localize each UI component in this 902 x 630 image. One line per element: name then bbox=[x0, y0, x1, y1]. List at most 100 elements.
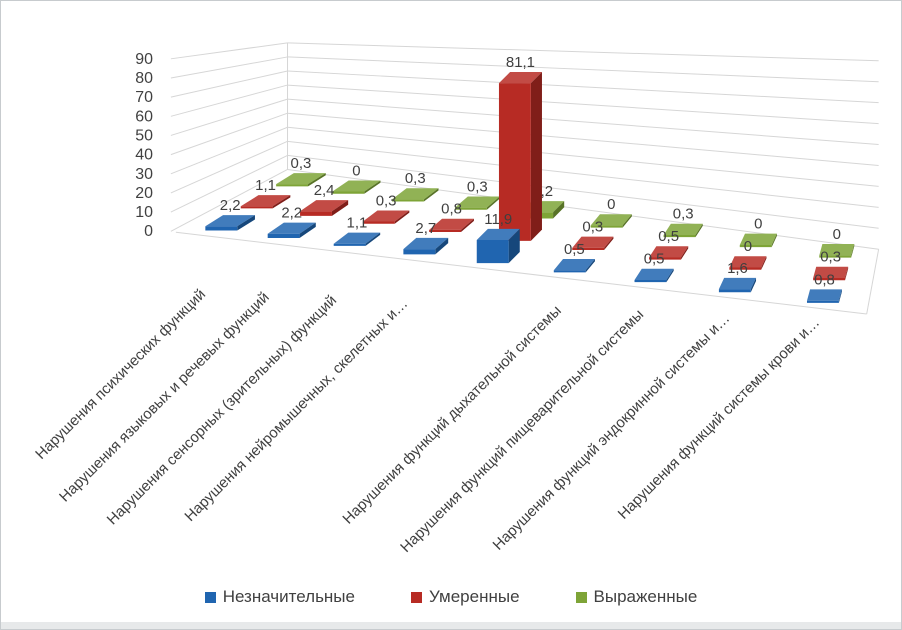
bar-side-face bbox=[461, 218, 474, 233]
gridline-backwall bbox=[287, 56, 879, 83]
data-label: 2,4 bbox=[314, 182, 335, 199]
bar-front-face bbox=[572, 247, 605, 251]
legend-item-umerennye: Умеренные bbox=[411, 587, 520, 607]
data-label: 0 bbox=[607, 196, 615, 213]
gridline-leftwall bbox=[170, 126, 288, 175]
bar-top-face bbox=[240, 195, 291, 207]
gridline-backwall bbox=[287, 42, 879, 62]
bar-top-face bbox=[332, 180, 381, 192]
bar-top-face bbox=[362, 210, 410, 222]
bar-front-face bbox=[634, 279, 667, 283]
category-label: Нарушения функций системы крови и… bbox=[615, 314, 824, 523]
bar-side-face bbox=[299, 222, 316, 238]
bar-side-face bbox=[423, 188, 439, 202]
legend-swatch-green bbox=[575, 591, 587, 603]
y-tick-label: 70 bbox=[135, 89, 153, 106]
bar-front-face bbox=[332, 191, 365, 194]
bar-front-face bbox=[739, 244, 772, 248]
bar-side-face bbox=[553, 201, 565, 219]
data-label: 2,7 bbox=[415, 220, 436, 237]
bar-front-face bbox=[590, 225, 623, 228]
bar-front-face bbox=[454, 207, 487, 210]
bar-top-face bbox=[663, 223, 703, 235]
gridline-backwall bbox=[287, 168, 879, 250]
bar-side-face bbox=[364, 180, 381, 194]
gridline-leftwall bbox=[170, 140, 288, 194]
data-label: 11,9 bbox=[484, 211, 512, 228]
gridline-backwall bbox=[287, 154, 879, 229]
bar-side-face bbox=[237, 215, 255, 231]
bar-front-face bbox=[300, 211, 332, 216]
bar-top-face bbox=[333, 232, 381, 244]
bar-front-face bbox=[205, 226, 238, 231]
bar-front-face bbox=[813, 278, 846, 281]
data-label: 0 bbox=[352, 162, 360, 179]
bar-top-face bbox=[649, 246, 689, 258]
bar-top-face bbox=[476, 228, 520, 241]
bar-top-face bbox=[806, 289, 842, 301]
floor-right-edge bbox=[866, 249, 880, 315]
bar-front-face bbox=[718, 289, 751, 293]
bar-side-face bbox=[771, 233, 777, 248]
bar-side-face bbox=[530, 71, 542, 241]
gridline-leftwall bbox=[170, 112, 288, 156]
y-tick-label: 80 bbox=[135, 70, 153, 87]
bar-front-face bbox=[649, 257, 681, 260]
bar-top-face bbox=[739, 233, 777, 245]
bar-front-face bbox=[663, 234, 696, 238]
data-label: 0 bbox=[754, 216, 762, 233]
y-tick-label: 50 bbox=[135, 127, 153, 144]
legend-label: Умеренные bbox=[429, 587, 520, 606]
data-label: 0 bbox=[744, 238, 752, 255]
bar-top-face bbox=[392, 188, 439, 200]
gridline-leftwall bbox=[170, 169, 288, 232]
bar-front-face bbox=[498, 83, 531, 241]
legend-item-neznachitelnye: Незначительные bbox=[204, 587, 355, 607]
data-label: 0,3 bbox=[582, 219, 603, 236]
y-tick-label: 40 bbox=[135, 147, 153, 164]
bar-front-face bbox=[276, 184, 309, 187]
gridline-leftwall bbox=[170, 98, 288, 136]
bar-front-face bbox=[403, 249, 436, 255]
data-label: 1,1 bbox=[347, 215, 368, 232]
data-label: 1,6 bbox=[727, 260, 748, 277]
legend-label: Выраженные bbox=[593, 587, 698, 606]
data-label: 0,3 bbox=[291, 155, 312, 172]
bar-side-face bbox=[308, 173, 326, 187]
bar-top-face bbox=[718, 277, 757, 290]
data-label: 81,1 bbox=[506, 54, 535, 71]
bar-side-face bbox=[695, 223, 703, 238]
bar-top-face bbox=[429, 218, 474, 230]
gridline-backwall bbox=[287, 98, 879, 146]
data-label: 0,3 bbox=[467, 178, 488, 195]
gridline-leftwall bbox=[170, 42, 288, 60]
legend-label: Незначительные bbox=[222, 587, 355, 606]
data-label: 2,2 bbox=[281, 205, 302, 222]
bar-side-face bbox=[435, 237, 449, 255]
bar-side-face bbox=[272, 195, 291, 209]
bar-front-face bbox=[362, 221, 395, 224]
bar-side-face bbox=[486, 196, 500, 210]
bar-front-face bbox=[729, 267, 762, 270]
y-tick-label: 0 bbox=[144, 223, 153, 240]
legend-item-vyrazhennye: Выраженные bbox=[575, 587, 698, 607]
bar-top-face bbox=[454, 196, 500, 208]
window-bottom-strip bbox=[1, 622, 901, 629]
data-label: 0,3 bbox=[405, 170, 426, 187]
gridline-backwall bbox=[287, 126, 879, 187]
bar-side-face bbox=[761, 256, 767, 270]
floor-front-edge bbox=[175, 231, 867, 315]
bar-front-face bbox=[392, 199, 424, 202]
bar-side-face bbox=[851, 244, 855, 258]
bar-side-face bbox=[845, 266, 849, 281]
data-label: 0,8 bbox=[814, 271, 835, 288]
bar-front-face bbox=[240, 206, 273, 209]
data-label: 0,3 bbox=[673, 206, 694, 223]
bar-side-face bbox=[508, 228, 520, 264]
bar-top-face bbox=[590, 214, 632, 226]
bar-side-face bbox=[838, 289, 842, 303]
bar-top-face bbox=[553, 259, 595, 271]
gridline-leftwall bbox=[170, 154, 288, 213]
